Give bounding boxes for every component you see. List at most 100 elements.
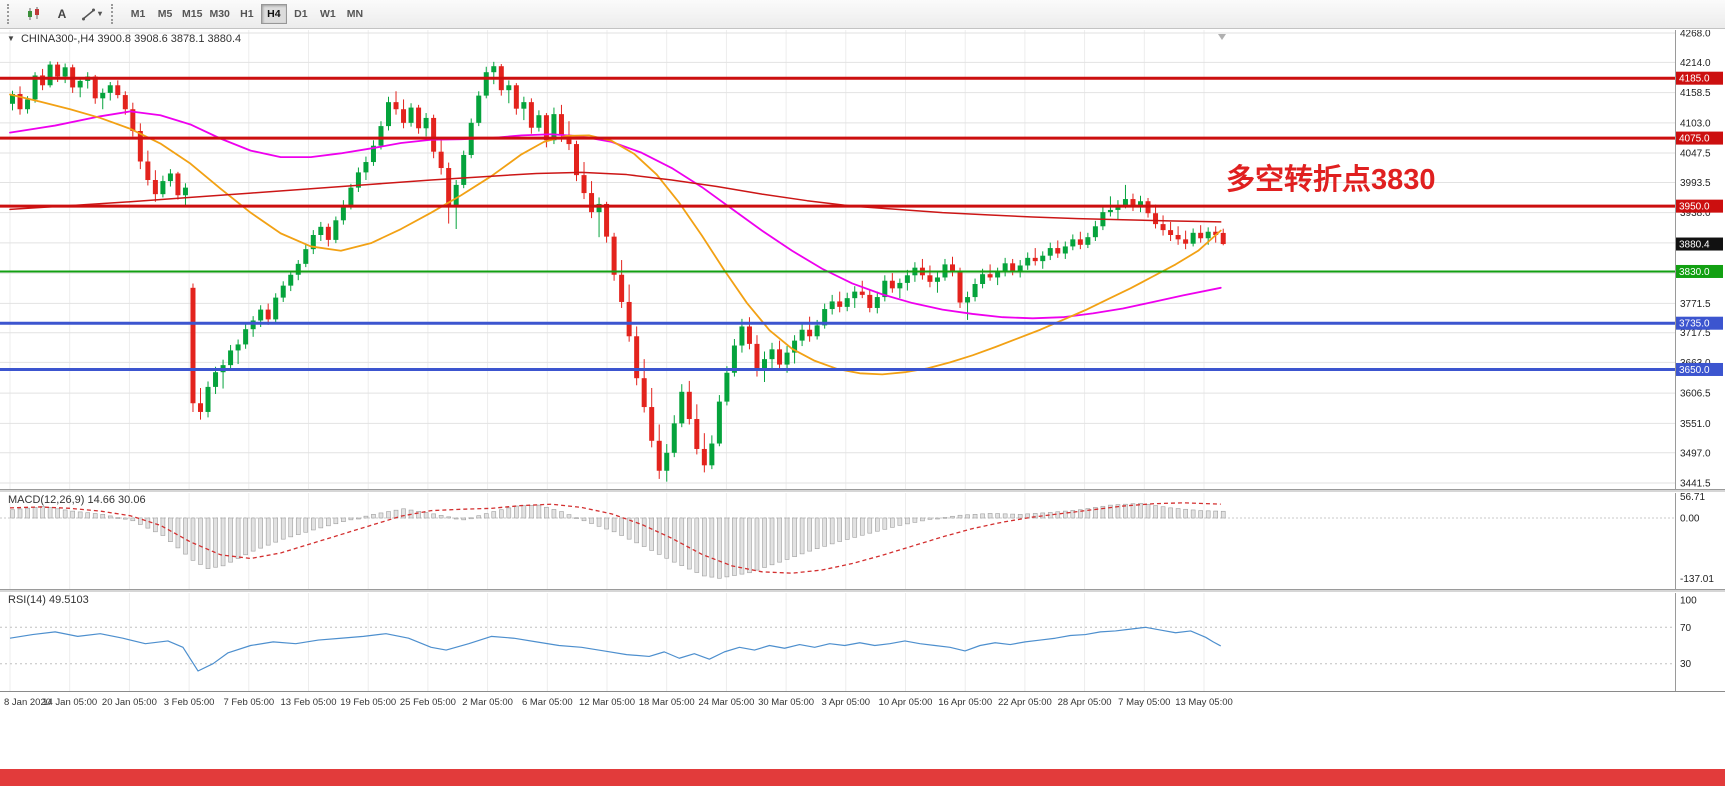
candle-body	[228, 350, 234, 366]
candle-body	[205, 386, 211, 412]
chart-type-button[interactable]	[21, 3, 47, 25]
candle-body	[1205, 231, 1211, 239]
candle-body	[611, 236, 617, 275]
candle-body	[295, 263, 301, 275]
candle-body	[897, 282, 903, 289]
symbol-expand-icon[interactable]: ▼	[7, 34, 15, 43]
panel-separator[interactable]	[0, 589, 1725, 593]
candle-body	[543, 115, 549, 141]
candle-body	[731, 345, 737, 373]
candle-body	[333, 220, 339, 240]
candle-body	[1213, 231, 1219, 235]
macd-tick-label: -137.01	[1680, 574, 1714, 585]
draw-tools-button[interactable]: ▾	[77, 3, 106, 25]
macd-panel[interactable]: 56.71 0.00 -137.01	[0, 492, 1725, 589]
timeframe-button-d1[interactable]: D1	[288, 4, 314, 24]
candle-body	[859, 291, 865, 295]
candle-body	[1220, 232, 1226, 245]
price-tick-label: 3717.5	[1680, 328, 1711, 339]
time-label: 2 Mar 05:00	[462, 697, 513, 708]
candle-body	[574, 144, 579, 176]
time-label: 14 Jan 05:00	[42, 697, 98, 708]
candle-body	[167, 173, 173, 182]
candle-body	[762, 359, 767, 371]
candle-body	[491, 66, 497, 73]
time-label: 24 Mar 05:00	[698, 697, 755, 708]
time-label: 7 May 05:00	[1118, 697, 1171, 708]
candle-body	[25, 99, 31, 110]
candle-body	[536, 115, 542, 128]
candle-body	[325, 226, 331, 240]
candle-body	[100, 92, 106, 99]
candle-body	[799, 329, 805, 341]
time-axis[interactable]: 8 Jan 2020 14 Jan 05:00 20 Jan 05:00 3 Feb …	[0, 691, 1725, 716]
price-tag-label: 4185.0	[1679, 74, 1710, 85]
candle-body	[348, 187, 354, 206]
main-price-chart[interactable]: 4268.0 4214.0 4158.5 4103.0 4047.5 3993.5 3938…	[0, 30, 1725, 489]
candle-body	[867, 294, 873, 308]
timeframe-button-m30[interactable]: M30	[206, 4, 232, 24]
toolbar-grip[interactable]	[111, 4, 117, 24]
candle-body	[1055, 248, 1061, 254]
timeframe-button-h4[interactable]: H4	[260, 4, 287, 24]
candle-body	[446, 168, 452, 208]
price-tick-label: 4158.5	[1680, 88, 1711, 99]
candle-body	[889, 280, 895, 289]
price-tick-label: 4103.0	[1680, 118, 1711, 129]
candle-body	[649, 407, 655, 441]
candle-body	[1085, 237, 1091, 245]
candle-body	[453, 184, 459, 208]
timeframe-button-m1[interactable]: M1	[125, 4, 151, 24]
time-label: 3 Apr 05:00	[821, 697, 871, 708]
candle-body	[656, 440, 662, 471]
candle-body	[589, 193, 595, 213]
time-label: 8 Jan 2020	[4, 697, 52, 708]
candle-body	[641, 378, 647, 408]
candle-body	[77, 80, 83, 88]
timeframe-button-m5[interactable]: M5	[152, 4, 178, 24]
candle-body	[40, 75, 46, 86]
timeframe-button-h1[interactable]: H1	[234, 4, 260, 24]
candle-body	[32, 75, 38, 100]
candle-body	[190, 287, 196, 404]
time-label: 16 Apr 05:00	[938, 697, 993, 708]
candle-body	[115, 85, 121, 96]
timeframe-button-m15[interactable]: M15	[179, 4, 205, 24]
candle-body	[521, 102, 527, 109]
panel-separator[interactable]	[0, 489, 1725, 493]
candle-body	[754, 343, 760, 371]
timeframe-button-mn[interactable]: MN	[342, 4, 368, 24]
price-tag-label: 3650.0	[1679, 365, 1710, 376]
candle-body	[1130, 199, 1136, 207]
candle-body	[47, 64, 53, 86]
price-tag	[1676, 264, 1723, 278]
rsi-panel[interactable]: 100 70 30	[0, 592, 1725, 691]
price-tag	[1676, 237, 1723, 251]
price-axis[interactable]: 4268.0 4214.0 4158.5 4103.0 4047.5 3993.5 3938…	[1675, 30, 1724, 489]
candle-body	[258, 309, 264, 321]
candle-body	[739, 326, 745, 346]
price-tag-label: 3950.0	[1679, 202, 1710, 213]
candle-body	[904, 275, 910, 283]
candle-body	[551, 114, 557, 141]
candle-body	[137, 131, 143, 162]
trendline-tool-icon	[82, 8, 95, 20]
candle-body	[92, 76, 98, 99]
candle-body	[423, 117, 429, 129]
candle-body	[581, 175, 587, 194]
candle-body	[814, 325, 820, 337]
text-tool-button[interactable]: A	[49, 3, 75, 25]
toolbar-grip[interactable]	[7, 4, 13, 24]
rsi-tick-label: 70	[1680, 623, 1692, 634]
price-tag	[1676, 199, 1723, 213]
timeframe-button-w1[interactable]: W1	[315, 4, 341, 24]
candle-body	[1040, 255, 1046, 262]
price-tick-label: 3993.5	[1680, 178, 1711, 189]
rsi-label: RSI(14) 49.5103	[8, 594, 89, 606]
candle-body	[378, 126, 384, 146]
candle-body	[724, 372, 730, 402]
candle-body	[1062, 246, 1068, 254]
candle-body	[874, 297, 880, 308]
time-label: 13 May 05:00	[1175, 697, 1233, 708]
candle-body	[175, 173, 181, 196]
